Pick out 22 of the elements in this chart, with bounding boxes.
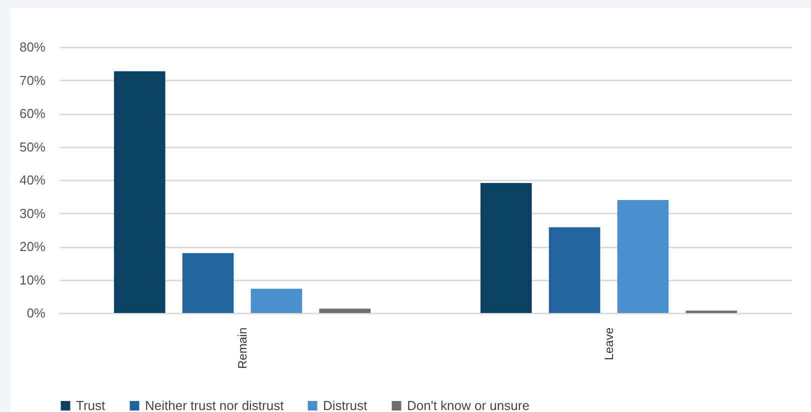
bar: [182, 253, 234, 313]
y-tick-label: 10%: [19, 272, 46, 288]
y-tick-label: 50%: [19, 139, 46, 154]
bar: [480, 182, 532, 313]
bar: [319, 308, 371, 313]
y-tick-label: 0%: [26, 306, 46, 320]
legend-label: Trust: [76, 398, 106, 412]
y-tick-label: 60%: [19, 106, 46, 121]
bar: [114, 71, 166, 313]
bar: [250, 288, 302, 313]
y-tick-label: 40%: [19, 172, 46, 188]
bar: [617, 200, 669, 313]
y-tick-label: 20%: [19, 239, 46, 254]
x-tick-label: Leave: [602, 327, 616, 360]
y-tick-label: 30%: [19, 206, 46, 221]
y-tick-label: 70%: [19, 72, 46, 88]
y-tick-label: 80%: [19, 40, 46, 54]
legend-label: Distrust: [323, 398, 368, 412]
x-tick-label: Remain: [235, 328, 250, 369]
legend-label: Don't know or unsure: [407, 398, 530, 412]
legend-label: Neither trust nor distrust: [145, 398, 284, 412]
bar: [548, 227, 600, 313]
